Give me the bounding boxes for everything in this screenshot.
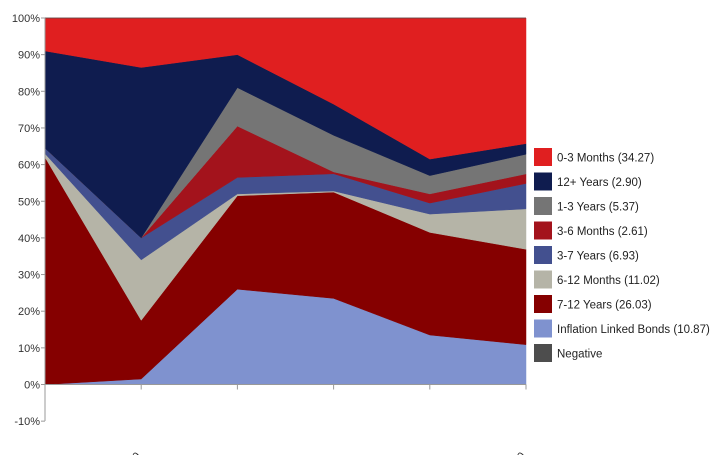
legend-swatch-3-6-months-2-61 bbox=[534, 221, 552, 240]
y-tick-label: 20% bbox=[18, 306, 40, 318]
legend: 0-3 Months (34.27) 12+ Years (2.90) 1-3 Ye… bbox=[534, 148, 710, 362]
legend-swatch-12-years-2-90 bbox=[534, 172, 552, 191]
y-tick-label: 100% bbox=[12, 13, 40, 25]
legend-label-1-3-years-5-37: 1-3 Years (5.37) bbox=[557, 202, 639, 214]
legend-label-3-7-years-6-93: 3-7 Years (6.93) bbox=[557, 251, 639, 263]
legend-label-inflation-linked-bonds-10-87: Inflation Linked Bonds (10.87) bbox=[557, 324, 710, 336]
legend-swatch-1-3-years-5-37 bbox=[534, 197, 552, 215]
legend-swatch-inflation-linked-bonds-10-87 bbox=[534, 319, 552, 338]
y-tick-label: 60% bbox=[18, 160, 40, 172]
legend-label-0-3-months-34-27: 0-3 Months (34.27) bbox=[557, 153, 654, 165]
y-tick-label: 90% bbox=[18, 50, 40, 62]
legend-label-3-6-months-2-61: 3-6 Months (2.61) bbox=[557, 226, 648, 238]
legend-label-negative: Negative bbox=[557, 349, 602, 361]
y-tick-label: 50% bbox=[18, 196, 40, 208]
y-tick-label: 40% bbox=[18, 233, 40, 245]
y-tick-label: 30% bbox=[18, 270, 40, 282]
legend-swatch-6-12-months-11-02 bbox=[534, 270, 552, 289]
area-layers bbox=[44, 17, 527, 385]
legend-label-7-12-years-26-03: 7-12 Years (26.03) bbox=[557, 300, 652, 312]
y-tick-label: 10% bbox=[18, 343, 40, 355]
x-tick-label: 2020 bbox=[502, 450, 528, 455]
y-tick-label: -10% bbox=[14, 416, 40, 428]
legend-swatch-7-12-years-26-03 bbox=[534, 295, 552, 313]
y-tick-label: 70% bbox=[18, 123, 40, 135]
legend-label-12-years-2-90: 12+ Years (2.90) bbox=[557, 177, 642, 189]
y-tick-label: 0% bbox=[24, 380, 40, 392]
legend-label-6-12-months-11-02: 6-12 Months (11.02) bbox=[557, 275, 660, 287]
legend-swatch-3-7-years-6-93 bbox=[534, 246, 552, 264]
legend-swatch-0-3-months-34-27 bbox=[534, 148, 552, 166]
x-tick-label: 2019 bbox=[118, 450, 144, 455]
axes: -10% 0% 10% 20% 30% 40% 50% 60% 70% 80% 90% 100% 201… bbox=[12, 13, 528, 455]
y-tick-label: 80% bbox=[18, 86, 40, 98]
legend-swatch-negative bbox=[534, 344, 552, 362]
